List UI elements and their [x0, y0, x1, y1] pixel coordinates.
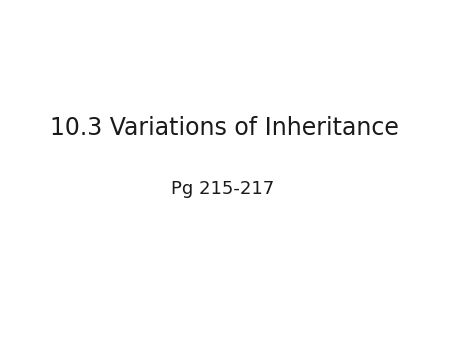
- Text: 10.3 Variations of Inheritance: 10.3 Variations of Inheritance: [50, 116, 398, 141]
- Text: Pg 215-217: Pg 215-217: [171, 180, 274, 198]
